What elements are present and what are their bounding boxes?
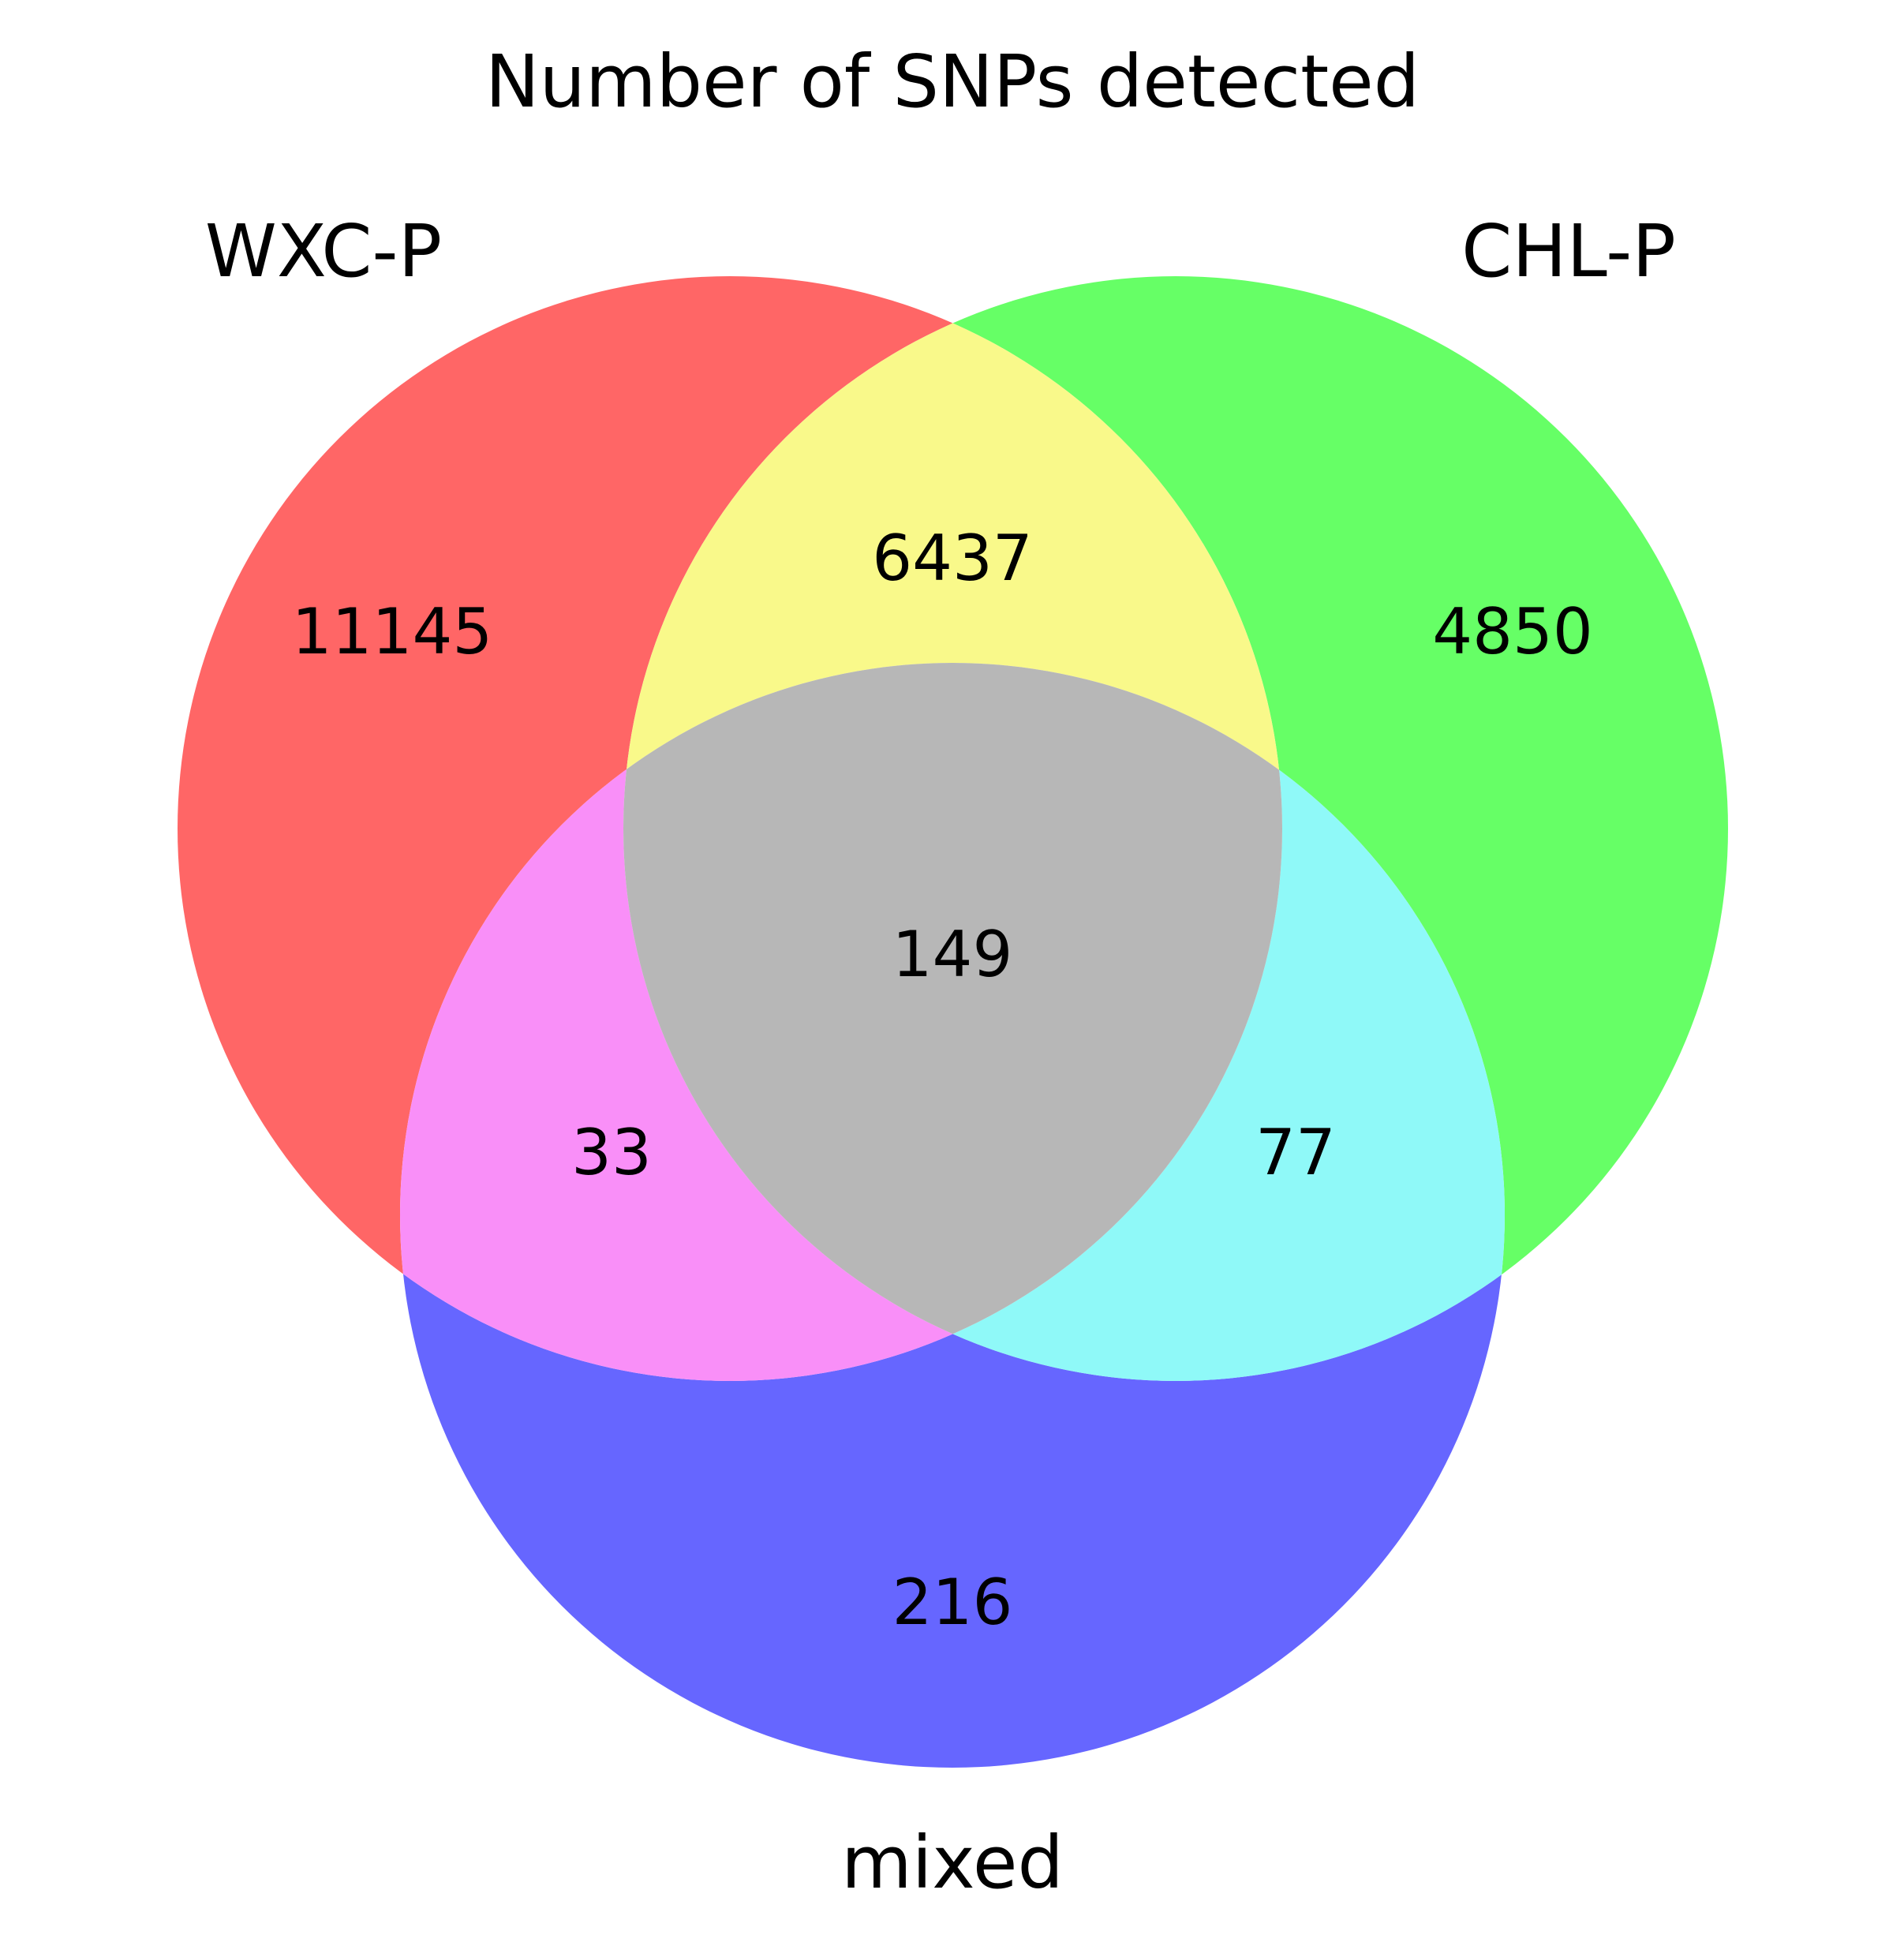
region-value-wxc-p-chl-p: 6437 xyxy=(872,522,1033,595)
set-label-chl-p: CHL-P xyxy=(1461,209,1676,294)
region-value-mixed-only: 216 xyxy=(892,1566,1013,1639)
region-value-chl-p-only: 4850 xyxy=(1432,595,1593,668)
chart-title: Number of SNPs detected xyxy=(485,39,1420,124)
region-value-chl-p-mixed: 77 xyxy=(1255,1116,1336,1189)
region-value-all-three: 149 xyxy=(892,918,1013,991)
set-label-mixed: mixed xyxy=(841,1821,1064,1905)
region-all-three xyxy=(623,663,1282,1381)
region-value-wxc-p-mixed: 33 xyxy=(571,1116,652,1189)
set-label-wxc-p: WXC-P xyxy=(205,209,442,294)
region-value-wxc-p-only: 11145 xyxy=(292,595,493,668)
